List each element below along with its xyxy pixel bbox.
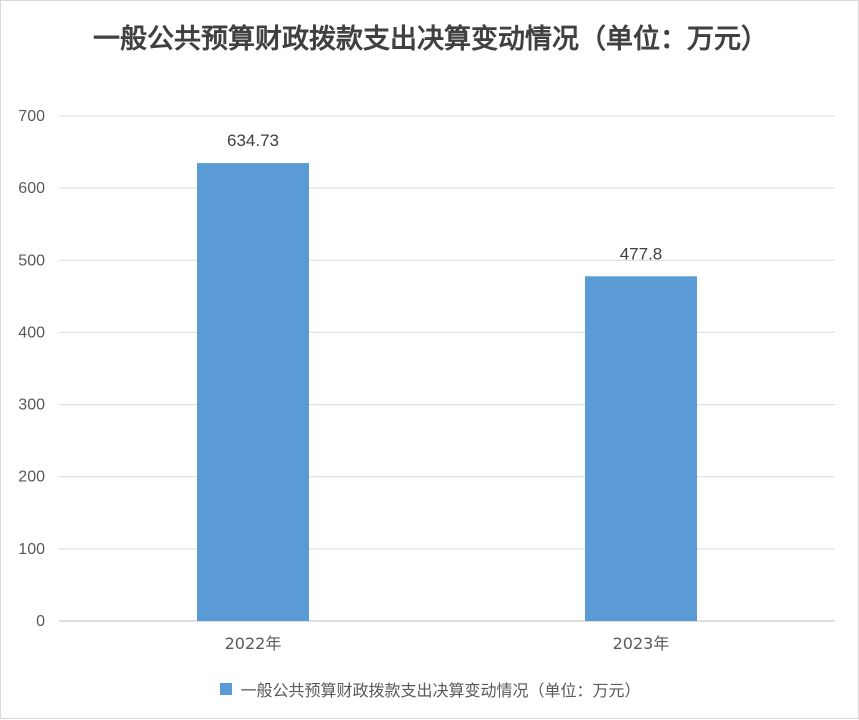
y-tick-label: 0 <box>36 613 45 630</box>
legend: 一般公共预算财政拨款支出决算变动情况（单位：万元） <box>1 677 859 701</box>
y-tick-label: 100 <box>18 541 45 558</box>
x-tick-label: 2023年 <box>613 634 670 653</box>
x-tick-label: 2022年 <box>225 634 282 653</box>
y-tick-label: 400 <box>18 324 45 341</box>
legend-label: 一般公共预算财政拨款支出决算变动情况（单位：万元） <box>240 681 641 700</box>
bar <box>585 276 697 621</box>
legend-swatch <box>220 683 233 695</box>
y-tick-label: 600 <box>18 180 45 197</box>
y-tick-label: 200 <box>18 469 45 486</box>
chart-title: 一般公共预算财政拨款支出决算变动情况（单位：万元） <box>93 24 768 55</box>
y-tick-label: 700 <box>18 108 45 125</box>
data-label: 634.73 <box>227 131 279 150</box>
y-tick-label: 500 <box>18 252 45 269</box>
data-label: 477.8 <box>620 244 663 263</box>
y-tick-label: 300 <box>18 397 45 414</box>
bar <box>197 163 309 621</box>
